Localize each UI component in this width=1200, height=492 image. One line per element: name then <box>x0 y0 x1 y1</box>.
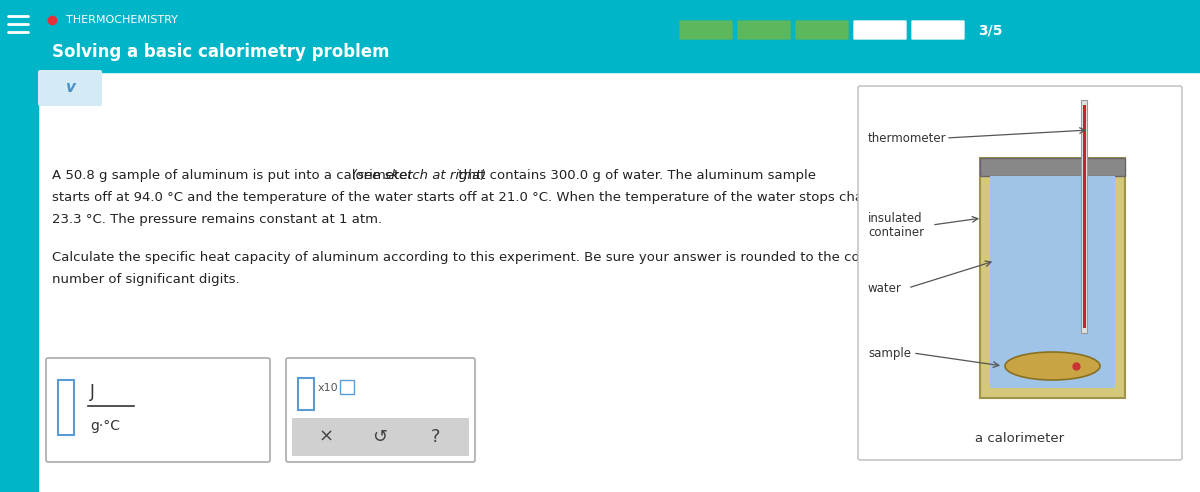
Text: that contains 300.0 g of water. The aluminum sample: that contains 300.0 g of water. The alum… <box>455 168 816 182</box>
Text: ↺: ↺ <box>372 428 388 446</box>
Text: starts off at 94.0 °C and the temperature of the water starts off at 21.0 °C. Wh: starts off at 94.0 °C and the temperatur… <box>52 190 924 204</box>
FancyBboxPatch shape <box>858 86 1182 460</box>
Bar <box>990 176 1115 388</box>
Bar <box>1081 100 1087 333</box>
FancyBboxPatch shape <box>796 20 850 40</box>
FancyBboxPatch shape <box>737 20 791 40</box>
FancyBboxPatch shape <box>38 70 102 106</box>
Bar <box>58 380 74 435</box>
Ellipse shape <box>1006 352 1100 380</box>
Bar <box>980 158 1126 398</box>
Bar <box>292 418 469 456</box>
Text: J: J <box>90 383 95 401</box>
Bar <box>38 0 1200 72</box>
Text: 3/5: 3/5 <box>978 23 1002 37</box>
FancyBboxPatch shape <box>46 358 270 462</box>
Text: number of significant digits.: number of significant digits. <box>52 273 240 285</box>
Bar <box>298 378 314 410</box>
Text: container: container <box>868 225 924 239</box>
Text: water: water <box>868 281 902 295</box>
Bar <box>1082 105 1086 328</box>
FancyBboxPatch shape <box>853 20 907 40</box>
Text: a calorimeter: a calorimeter <box>976 431 1064 444</box>
Text: ×: × <box>318 428 334 446</box>
Text: g·°C: g·°C <box>90 419 120 433</box>
FancyBboxPatch shape <box>911 20 965 40</box>
Bar <box>340 380 354 394</box>
Bar <box>980 158 1126 176</box>
Text: thermometer: thermometer <box>868 131 947 145</box>
Text: sample: sample <box>868 346 911 360</box>
Text: Solving a basic calorimetry problem: Solving a basic calorimetry problem <box>52 43 390 61</box>
Text: v: v <box>65 81 74 95</box>
FancyBboxPatch shape <box>286 358 475 462</box>
Text: THERMOCHEMISTRY: THERMOCHEMISTRY <box>66 15 178 25</box>
FancyBboxPatch shape <box>679 20 733 40</box>
Text: Calculate the specific heat capacity of aluminum according to this experiment. B: Calculate the specific heat capacity of … <box>52 250 890 264</box>
Text: (see sketch at right): (see sketch at right) <box>352 168 486 182</box>
Text: insulated: insulated <box>868 212 923 224</box>
Text: 23.3 °C. The pressure remains constant at 1 atm.: 23.3 °C. The pressure remains constant a… <box>52 213 382 225</box>
Text: ?: ? <box>431 428 440 446</box>
Text: x10: x10 <box>318 383 338 393</box>
Bar <box>0 0 38 492</box>
Text: A 50.8 g sample of aluminum is put into a calorimeter: A 50.8 g sample of aluminum is put into … <box>52 168 418 182</box>
